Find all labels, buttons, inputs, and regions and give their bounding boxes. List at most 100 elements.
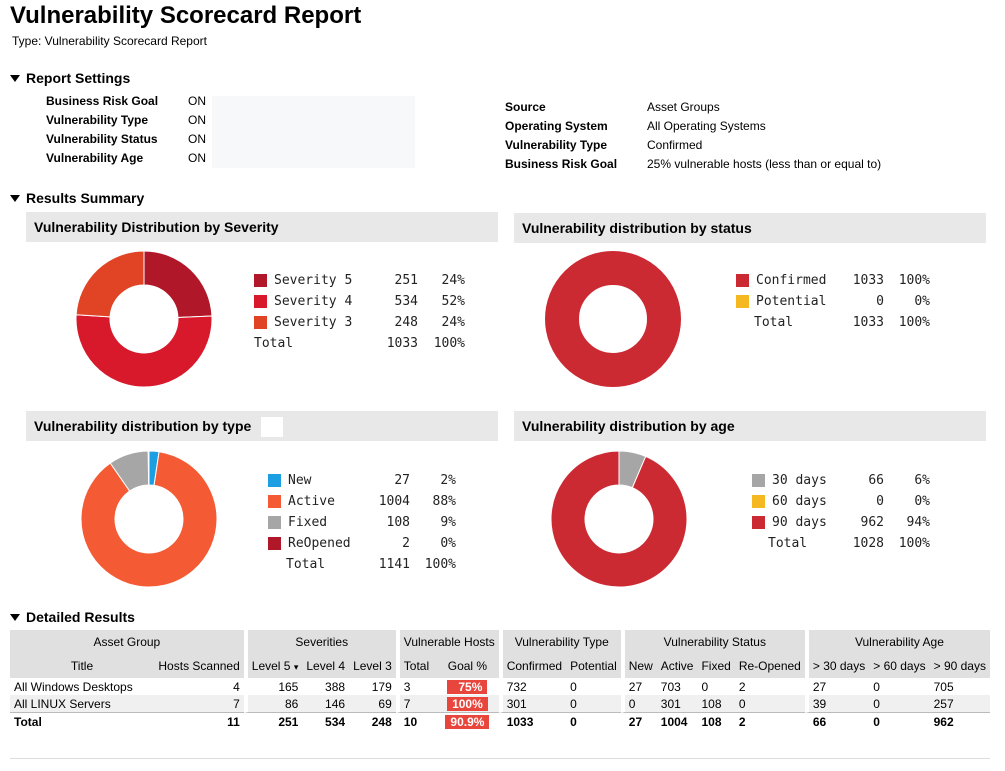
legend-total-count: 1033 xyxy=(852,315,884,330)
legend-row: New 27 2% xyxy=(268,470,456,491)
col-potential[interactable]: Potential xyxy=(566,654,621,678)
setting-label: Vulnerability Type xyxy=(46,113,149,127)
setting-label: Source xyxy=(505,100,546,114)
cell-level-5: 165 xyxy=(243,678,303,695)
col-over-90-days[interactable]: > 90 days xyxy=(929,654,990,678)
legend-row: Fixed 108 9% xyxy=(268,512,456,533)
type-legend: New 27 2% Active 1004 88% Fixed 108 9% ReOpene… xyxy=(268,470,456,575)
legend-swatch xyxy=(268,537,281,550)
cell-reopened: 0 xyxy=(734,695,805,712)
col-reopened[interactable]: Re-Opened xyxy=(734,654,805,678)
legend-swatch xyxy=(752,474,765,487)
cell-active: 703 xyxy=(660,679,681,694)
detailed-results-toggle[interactable]: Detailed Results xyxy=(10,609,135,625)
col-new[interactable]: New xyxy=(620,654,657,678)
col-fixed[interactable]: Fixed xyxy=(697,654,735,678)
legend-count: 2 xyxy=(402,536,410,551)
panel-title-type: Vulnerability distribution by type xyxy=(26,411,498,441)
legend-row: Severity 3 248 24% xyxy=(254,312,465,333)
setting-value: All Operating Systems xyxy=(647,119,766,133)
cell-new: 27 xyxy=(620,678,657,695)
legend-total-row: Total 1028 100% xyxy=(752,533,930,554)
legend-row: 90 days 962 94% xyxy=(752,512,930,533)
legend-row: Confirmed 1033 100% xyxy=(736,270,930,291)
col-total[interactable]: Total xyxy=(395,654,437,678)
legend-swatch xyxy=(268,516,281,529)
col-title[interactable]: Title xyxy=(10,654,155,678)
setting-label: Operating System xyxy=(505,119,608,133)
panel-title-severity: Vulnerability Distribution by Severity xyxy=(26,212,498,242)
legend-percent: 88% xyxy=(432,494,456,509)
legend-swatch xyxy=(268,495,281,508)
table-row[interactable]: All Windows Desktops 4 165 388 179 3 75%… xyxy=(10,678,990,695)
cell-goal: 75% xyxy=(436,678,499,695)
legend-percent: 0% xyxy=(440,536,456,551)
group-header-vulnerability-status: Vulnerability Status xyxy=(620,630,805,654)
col-active[interactable]: Active xyxy=(656,654,698,678)
legend-percent: 52% xyxy=(441,294,465,309)
legend-percent: 24% xyxy=(441,315,465,330)
cell-over-90: 257 xyxy=(929,695,990,712)
setting-label: Vulnerability Age xyxy=(46,151,144,165)
legend-percent: 24% xyxy=(441,273,465,288)
legend-row: Severity 4 534 52% xyxy=(254,291,465,312)
cell-fixed: 108 xyxy=(697,695,735,712)
divider xyxy=(10,758,990,759)
cell-over-30: 27 xyxy=(804,678,869,695)
table-row[interactable]: All LINUX Servers 7 86 146 69 7 100% 301… xyxy=(10,695,990,712)
col-over-30-days[interactable]: > 30 days xyxy=(804,654,870,678)
legend-total-row: Total 1033 100% xyxy=(736,312,930,333)
legend-label: Confirmed xyxy=(756,273,827,288)
legend-swatch xyxy=(736,274,749,287)
cell-over-30: 66 xyxy=(804,712,870,730)
cell-confirmed: 732 xyxy=(498,678,566,695)
legend-swatch xyxy=(254,274,267,287)
age-legend: 30 days 66 6% 60 days 0 0% 90 days 962 94% Tot… xyxy=(752,470,930,554)
legend-total-percent: 100% xyxy=(424,557,456,572)
cell-level-5: 251 xyxy=(243,712,303,730)
legend-total-label: Total xyxy=(768,536,808,551)
legend-percent: 94% xyxy=(906,515,930,530)
col-over-60-days[interactable]: > 60 days xyxy=(869,654,930,678)
col-level-5[interactable]: Level 5 ▾ xyxy=(243,654,303,678)
panel-title-age: Vulnerability distribution by age xyxy=(514,411,986,441)
col-hosts-scanned[interactable]: Hosts Scanned xyxy=(154,654,244,678)
report-settings-toggle[interactable]: Report Settings xyxy=(10,70,130,86)
cell-over-90: 705 xyxy=(933,679,954,694)
severity-legend: Severity 5 251 24% Severity 4 534 52% Severi… xyxy=(254,270,465,354)
col-level-3[interactable]: Level 3 xyxy=(349,654,396,678)
panel-title-status: Vulnerability distribution by status xyxy=(514,213,986,243)
section-title: Detailed Results xyxy=(26,609,135,625)
cell-confirmed: 301 xyxy=(498,695,567,712)
results-summary-toggle[interactable]: Results Summary xyxy=(10,190,144,206)
cell-new: 0 xyxy=(620,695,657,712)
legend-total-percent: 100% xyxy=(433,336,465,351)
legend-total-label: Total xyxy=(754,315,794,330)
section-title: Results Summary xyxy=(26,190,145,206)
legend-total-row: Total 1141 100% xyxy=(268,554,456,575)
legend-swatch xyxy=(736,295,749,308)
legend-count: 66 xyxy=(868,473,884,488)
legend-row: 30 days 66 6% xyxy=(752,470,930,491)
legend-swatch xyxy=(752,495,765,508)
goal-badge: 75% xyxy=(447,679,488,694)
table-total-row: Total 11 251 534 248 10 90.9% 1033 0 27 … xyxy=(10,712,990,730)
donut-slice-active xyxy=(81,451,217,587)
group-header-severities: Severities xyxy=(243,630,396,654)
donut-slice-severity-3 xyxy=(76,251,145,318)
col-level-4[interactable]: Level 4 xyxy=(302,654,350,678)
legend-swatch xyxy=(254,295,267,308)
cell-fixed: 0 xyxy=(701,679,709,694)
goal-badge: 90.9% xyxy=(445,714,490,729)
cell-over-90: 962 xyxy=(929,712,990,730)
cell-potential: 0 xyxy=(566,712,621,730)
collapse-triangle-icon xyxy=(10,74,20,82)
legend-percent: 0% xyxy=(914,494,930,509)
sort-desc-icon: ▾ xyxy=(293,662,299,672)
col-confirmed[interactable]: Confirmed xyxy=(498,654,567,678)
legend-count: 1004 xyxy=(378,494,410,509)
cell-goal: 90.9% xyxy=(436,712,499,730)
col-goal-percent[interactable]: Goal % xyxy=(436,654,499,678)
legend-label: New xyxy=(288,473,312,488)
detailed-results-table: Asset Group Severities Vulnerable Hosts … xyxy=(10,630,990,730)
